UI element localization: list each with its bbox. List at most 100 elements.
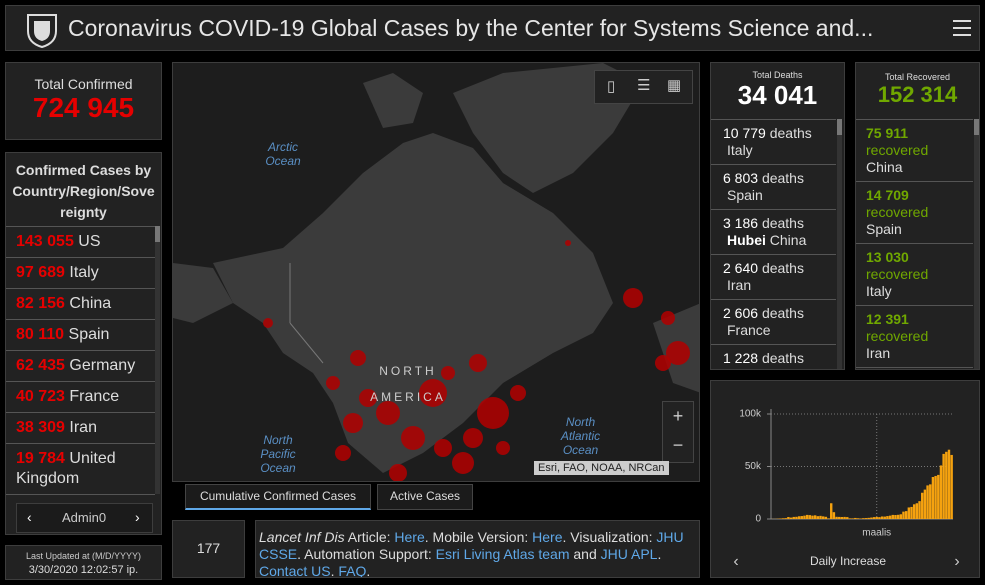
link[interactable]: Here	[532, 529, 563, 545]
ocean-label: Arctic Ocean	[265, 140, 301, 168]
list-row: 80 110 Spain	[6, 320, 155, 351]
bar	[779, 518, 782, 519]
bar	[883, 516, 886, 519]
bar	[792, 516, 795, 519]
list-row: 38 309 Iran	[6, 413, 155, 444]
label: Total Recovered	[884, 72, 951, 82]
place: France	[723, 322, 824, 339]
list-row: 40 723 France	[6, 382, 155, 413]
text: Article:	[344, 529, 395, 545]
bar	[862, 518, 865, 519]
place: United Kingdom	[723, 367, 824, 369]
count: 13 030	[866, 249, 909, 265]
list-row: 1 228 deathsUnited Kingdom	[711, 345, 836, 369]
bar	[942, 453, 945, 519]
count: 82 156	[16, 295, 65, 312]
link[interactable]: FAQ	[338, 563, 367, 578]
link[interactable]: JHU APL	[600, 546, 658, 562]
x-tick-label: maalis	[862, 528, 891, 539]
tab[interactable]: Active Cases	[377, 484, 473, 510]
bar	[888, 515, 892, 519]
value: 34 041	[737, 80, 818, 110]
bar	[851, 518, 854, 519]
country: Iran	[727, 277, 752, 293]
zoom: + −	[662, 401, 694, 463]
text: . Visualization:	[562, 529, 657, 545]
link[interactable]: Contact US	[259, 563, 331, 578]
bar	[926, 485, 929, 519]
country: Spain	[727, 187, 763, 203]
list-row: 75 911 recovered China	[856, 120, 973, 182]
count: 143 055	[16, 233, 74, 250]
bar	[856, 518, 860, 519]
bar	[910, 506, 913, 519]
bar	[821, 516, 825, 519]
deaths-panel: Total Deaths 34 041 10 779 deaths Italy 6 …	[710, 62, 845, 370]
prev[interactable]: ‹	[733, 553, 738, 570]
count: 3 186	[723, 215, 759, 231]
zoom-out[interactable]: −	[672, 435, 684, 455]
bar	[934, 475, 937, 519]
y-tick-label: 0	[755, 514, 761, 525]
title: Coronavirus COVID-19 Global Cases by the…	[68, 15, 874, 41]
label: Total Confirmed	[34, 76, 133, 92]
pager-label: Admin0	[62, 510, 107, 525]
map: ▯ ☰ ▦ Arctic Ocean NORTH AMERICA North P…	[172, 62, 700, 482]
country: China	[69, 295, 112, 312]
menu-button[interactable]	[952, 19, 974, 37]
list-row: 82 156 China	[6, 289, 155, 320]
total-confirmed: Total Confirmed 724 945	[5, 62, 162, 140]
country: US	[78, 233, 101, 250]
unit: recovered	[866, 266, 929, 282]
country: Spain	[68, 326, 110, 343]
list-row: 97 689 Italy	[6, 258, 155, 289]
bar	[891, 514, 894, 519]
bar	[945, 451, 948, 519]
zoom-in[interactable]: +	[672, 406, 684, 426]
bar	[824, 516, 828, 519]
recovered-panel: Total Recovered 152 314 75 911 recovered C…	[855, 62, 980, 370]
count: 1 228	[723, 350, 759, 366]
unit: deaths	[769, 125, 812, 141]
country: Italy	[69, 264, 99, 281]
link[interactable]: Esri Living Atlas team	[435, 546, 570, 562]
country: United Kingdom	[727, 367, 782, 369]
next[interactable]: ›	[135, 509, 140, 525]
list: 143 055 US 97 689 Italy 82 156 China 80 110…	[6, 226, 155, 495]
link[interactable]: Here	[394, 529, 425, 545]
prev[interactable]: ‹	[27, 509, 32, 525]
bar	[950, 454, 953, 519]
link[interactable]: JHU CSSE	[259, 529, 684, 562]
legend[interactable]: ☰	[637, 77, 651, 94]
bar	[896, 514, 900, 519]
country: France	[69, 388, 120, 405]
y-tick-label: 100k	[739, 409, 762, 420]
bar	[929, 484, 932, 519]
bar	[797, 516, 801, 519]
info: Lancet Inf Dis Article: Here. Mobile Ver…	[255, 520, 700, 578]
bar	[918, 501, 921, 519]
unit: deaths	[761, 350, 804, 366]
chart: Daily Increase ‹ › 0 50k 100k maalis	[733, 409, 959, 571]
tab[interactable]: Cumulative Confirmed Cases	[185, 484, 371, 510]
country: China	[866, 159, 903, 175]
next[interactable]: ›	[954, 553, 959, 570]
bar	[813, 515, 817, 519]
bar	[902, 511, 905, 519]
list-row: 143 055 US	[6, 227, 155, 258]
text: .	[330, 563, 339, 578]
unit: recovered	[866, 328, 929, 344]
scrollbar	[155, 226, 160, 494]
scrollbar	[974, 119, 979, 369]
countries-count: 177	[172, 520, 245, 578]
country: France	[727, 322, 771, 338]
bookmark[interactable]: ▯	[607, 78, 616, 95]
bar	[939, 465, 943, 519]
text: .	[366, 563, 371, 578]
count: 40 723	[16, 388, 65, 405]
bar	[859, 518, 862, 519]
value: 3/30/2020 12:02:57 ip.	[28, 564, 139, 576]
basemap[interactable]: ▦	[667, 77, 682, 94]
bar	[800, 516, 803, 519]
